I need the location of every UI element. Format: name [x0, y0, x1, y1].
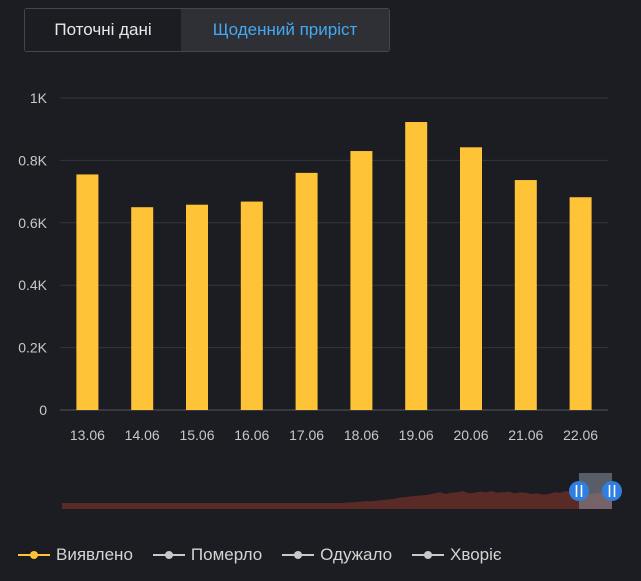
- x-tick-label: 14.06: [125, 427, 160, 443]
- x-tick-label: 22.06: [563, 427, 598, 443]
- bar-16.06[interactable]: [240, 201, 263, 410]
- y-tick-label: 0.2K: [18, 340, 47, 356]
- legend-label: Хворіє: [450, 545, 502, 564]
- y-tick-label: 1K: [30, 90, 48, 106]
- navigator-handle-right[interactable]: [602, 481, 622, 501]
- bar-13.06[interactable]: [76, 174, 99, 410]
- legend-marker-icon: [18, 549, 50, 561]
- x-tick-label: 17.06: [289, 427, 324, 443]
- bar-21.06[interactable]: [514, 180, 537, 410]
- bar-19.06[interactable]: [405, 122, 428, 411]
- tab-daily-growth[interactable]: Щоденний приріст: [181, 9, 389, 51]
- x-tick-label: 19.06: [399, 427, 434, 443]
- x-tick-label: 15.06: [179, 427, 214, 443]
- bar-15.06[interactable]: [186, 204, 208, 410]
- bar-22.06[interactable]: [569, 197, 592, 410]
- bar-18.06[interactable]: [350, 151, 373, 411]
- y-tick-label: 0.6K: [18, 215, 47, 231]
- legend-item-recovered[interactable]: Одужало: [282, 545, 392, 565]
- y-tick-label: 0.4K: [18, 277, 47, 293]
- bar-chart: 0 0.2K 0.4K 0.6K 0.8K 1K 13.06 14.06 15.06 16.06…: [18, 90, 622, 509]
- legend-label: Виявлено: [56, 545, 133, 564]
- legend-item-detected[interactable]: Виявлено: [18, 545, 133, 565]
- legend-item-died[interactable]: Померло: [152, 545, 263, 565]
- legend: Виявлено Померло Одужало Хворіє: [18, 545, 522, 565]
- y-tick-label: 0.8K: [18, 152, 47, 168]
- y-tick-label: 0: [39, 402, 47, 418]
- x-tick-label: 13.06: [70, 427, 105, 443]
- legend-marker-icon: [152, 549, 185, 561]
- x-tick-label: 18.06: [344, 427, 379, 443]
- legend-marker-icon: [412, 549, 445, 561]
- tab-current-data[interactable]: Поточні дані: [25, 9, 181, 51]
- bar-20.06[interactable]: [460, 147, 482, 410]
- bar-14.06[interactable]: [131, 207, 154, 410]
- legend-label: Померло: [190, 545, 263, 564]
- x-tick-label: 16.06: [234, 427, 269, 443]
- navigator-handle-left[interactable]: [569, 481, 589, 501]
- navigator-series-area: [62, 491, 612, 509]
- legend-item-sick[interactable]: Хворіє: [412, 545, 502, 565]
- x-tick-label: 21.06: [508, 427, 543, 443]
- legend-label: Одужало: [320, 545, 393, 564]
- tab-bar: Поточні дані Щоденний приріст: [24, 8, 390, 52]
- x-tick-label: 20.06: [453, 427, 488, 443]
- legend-marker-icon: [282, 549, 315, 561]
- bar-17.06[interactable]: [295, 172, 318, 410]
